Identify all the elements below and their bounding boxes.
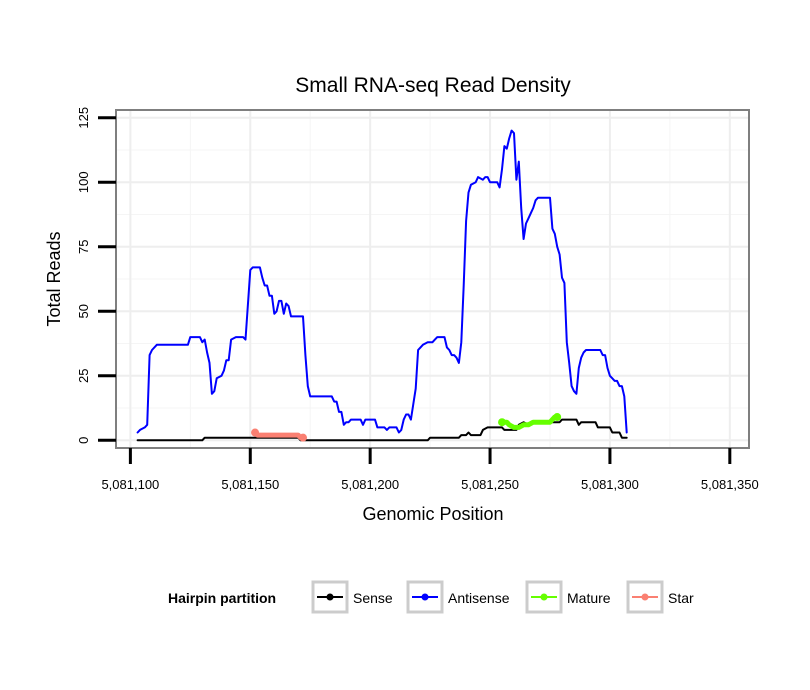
series-mature-line	[499, 414, 560, 430]
y-tick-label: 0	[76, 437, 91, 444]
x-tick-label: 5,081,150	[221, 477, 279, 492]
series-star-point	[299, 433, 308, 442]
x-tick-label: 5,081,200	[341, 477, 399, 492]
y-tick-label: 125	[76, 107, 91, 129]
series-sense-line	[136, 418, 628, 442]
x-axis-title: Genomic Position	[362, 504, 503, 524]
legend-item-mature: Mature	[525, 580, 611, 614]
legend-item-antisense: Antisense	[406, 580, 510, 614]
series-mature-point	[498, 418, 507, 427]
legend: Hairpin partition Sense Antisense Mature St…	[168, 580, 694, 614]
x-axis: 5,081,100 5,081,150 5,081,200 5,081,250 5,08…	[101, 448, 759, 492]
legend-label: Sense	[353, 590, 393, 606]
legend-item-star: Star	[626, 580, 694, 614]
series-star-line	[252, 430, 306, 441]
series-antisense-line	[136, 129, 628, 434]
legend-item-sense: Sense	[311, 580, 393, 614]
y-tick-label: 75	[76, 240, 91, 254]
x-tick-label: 5,081,250	[461, 477, 519, 492]
series-mature-point	[553, 413, 562, 422]
legend-label: Star	[668, 590, 694, 606]
x-tick-label: 5,081,100	[101, 477, 159, 492]
x-tick-label: 5,081,300	[581, 477, 639, 492]
legend-label: Mature	[567, 590, 611, 606]
minor-gridlines	[116, 110, 749, 448]
legend-key-point	[540, 593, 548, 601]
legend-items: Sense Antisense Mature Star	[311, 580, 694, 614]
legend-key-point	[326, 593, 334, 601]
series-star-point	[251, 428, 260, 437]
legend-label: Antisense	[448, 590, 510, 606]
y-axis-title: Total Reads	[44, 231, 64, 326]
y-tick-label: 100	[76, 171, 91, 193]
y-tick-label: 50	[76, 304, 91, 318]
series-layer	[136, 129, 628, 442]
legend-title: Hairpin partition	[168, 590, 276, 606]
y-axis: 0 25 50 75 100 125	[76, 107, 116, 444]
legend-key-point	[421, 593, 429, 601]
legend-key-point	[641, 593, 649, 601]
y-tick-label: 25	[76, 369, 91, 383]
chart-title: Small RNA-seq Read Density	[295, 74, 571, 97]
plot-border	[115, 109, 750, 449]
x-tick-label: 5,081,350	[701, 477, 759, 492]
